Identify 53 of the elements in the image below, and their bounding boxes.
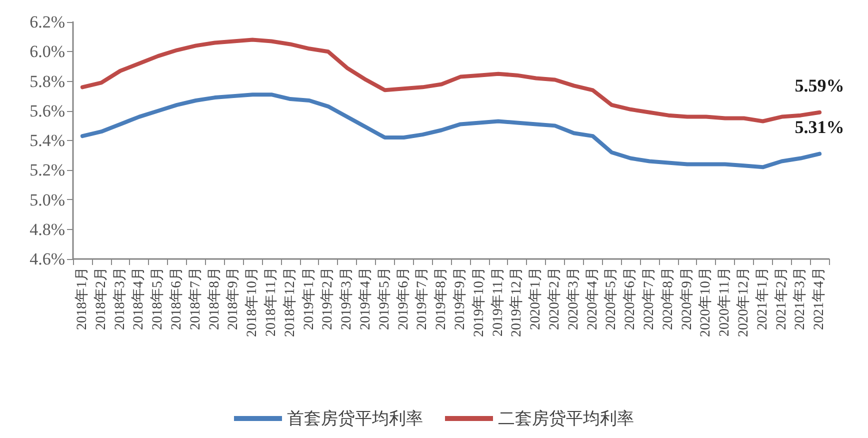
x-tick-label: 2018年12月	[282, 267, 298, 337]
x-tick-label: 2020年7月	[640, 267, 657, 330]
y-tick-label: 5.4%	[30, 131, 65, 150]
x-tick-label: 2018年8月	[206, 267, 222, 330]
x-tick-label: 2019年5月	[376, 267, 392, 330]
x-tick-label: 2018年9月	[225, 267, 242, 330]
x-tick-label: 2019年11月	[490, 267, 506, 336]
y-tick-label: 5.8%	[30, 72, 65, 91]
x-tick-label: 2020年3月	[565, 267, 582, 330]
x-tick-label: 2018年4月	[130, 267, 147, 330]
x-tick-label: 2018年1月	[74, 267, 90, 330]
x-tick-label: 2019年12月	[508, 267, 525, 337]
x-tick-label: 2020年12月	[735, 267, 752, 337]
x-tick-label: 2018年2月	[92, 267, 109, 330]
x-tick-label: 2020年10月	[698, 267, 714, 337]
y-tick-label: 6.0%	[30, 42, 65, 62]
legend-label: 二套房贷平均利率	[498, 409, 634, 428]
x-tick-label: 2019年6月	[395, 267, 412, 330]
legend-label: 首套房贷平均利率	[287, 409, 423, 428]
x-tick-label: 2020年5月	[603, 267, 620, 330]
y-tick-label: 4.8%	[30, 220, 65, 239]
y-tick-label: 4.6%	[30, 250, 65, 268]
y-tick-label: 5.6%	[30, 101, 65, 120]
x-tick-label: 2020年6月	[622, 267, 638, 330]
x-tick-label: 2019年7月	[414, 267, 430, 330]
y-tick-label: 5.2%	[30, 160, 65, 180]
x-tick-label: 2020年1月	[528, 267, 544, 330]
x-tick-label: 2019年10月	[470, 267, 487, 337]
x-tick-label: 2018年5月	[150, 267, 166, 330]
x-tick-label: 2018年11月	[262, 267, 279, 336]
x-tick-label: 2021年3月	[792, 267, 808, 330]
x-tick-label: 2019年9月	[452, 267, 468, 330]
x-tick-label: 2019年2月	[320, 267, 336, 330]
x-tick-label: 2018年6月	[168, 267, 184, 330]
x-tick-label: 2020年4月	[584, 267, 600, 330]
x-tick-label: 2021年2月	[773, 267, 790, 330]
y-tick-label: 6.2%	[30, 12, 65, 32]
x-tick-label: 2018年3月	[112, 267, 128, 330]
y-tick-label: 5.0%	[30, 190, 65, 210]
data-label: 5.31%	[794, 116, 844, 137]
x-tick-label: 2019年4月	[357, 267, 374, 330]
x-tick-label: 2021年1月	[754, 267, 770, 330]
x-tick-label: 2019年8月	[433, 267, 450, 330]
x-tick-label: 2019年3月	[338, 267, 355, 330]
x-tick-label: 2020年2月	[546, 267, 562, 330]
x-tick-label: 2020年9月	[678, 267, 695, 330]
x-tick-label: 2021年4月	[811, 267, 828, 330]
data-label: 5.59%	[794, 75, 844, 96]
x-tick-label: 2019年1月	[300, 267, 317, 330]
x-tick-label: 2018年7月	[187, 267, 204, 330]
x-tick-label: 2020年11月	[716, 267, 733, 336]
x-tick-label: 2018年10月	[244, 267, 260, 337]
x-tick-label: 2020年8月	[660, 267, 676, 330]
